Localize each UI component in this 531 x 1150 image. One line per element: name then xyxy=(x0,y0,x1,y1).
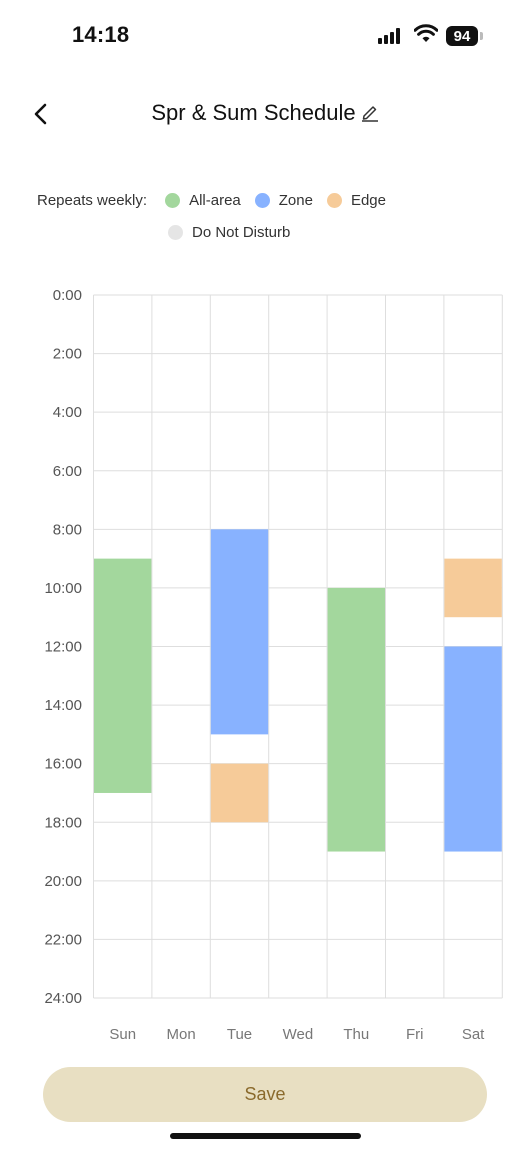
wifi-icon xyxy=(414,24,438,42)
y-tick-label: 4:00 xyxy=(53,404,82,421)
legend-dot-zone xyxy=(254,193,270,208)
title-wrap: Spr & Sum Schedule xyxy=(0,100,531,126)
y-tick-label: 18:00 xyxy=(44,814,82,831)
y-tick-label: 24:00 xyxy=(44,990,82,1007)
status-bar: 14:18 94 xyxy=(0,0,531,72)
y-tick-label: 12:00 xyxy=(44,639,82,656)
nav-header: Spr & Sum Schedule xyxy=(0,90,531,138)
legend-row-2: Do Not Disturb xyxy=(168,224,304,241)
x-tick-label: Thu xyxy=(343,1026,369,1043)
schedule-block-edge[interactable] xyxy=(444,558,502,618)
legend-label-zone: Zone xyxy=(278,192,313,209)
home-indicator xyxy=(170,1133,361,1139)
signal-icon xyxy=(378,28,404,44)
y-tick-label: 10:00 xyxy=(44,580,82,597)
legend-dot-all-area xyxy=(165,193,181,208)
y-tick-label: 6:00 xyxy=(53,463,82,480)
x-tick-label: Wed xyxy=(283,1026,314,1043)
y-tick-label: 20:00 xyxy=(44,873,82,890)
legend-dot-do-not-disturb xyxy=(168,225,183,240)
save-button[interactable]: Save xyxy=(43,1067,487,1122)
legend-label-do-not-disturb: Do Not Disturb xyxy=(192,224,291,241)
page-title: Spr & Sum Schedule xyxy=(151,100,356,125)
legend-dot-edge xyxy=(326,193,342,208)
legend-row-1: Repeats weekly: All-area Zone Edge xyxy=(37,192,400,209)
schedule-block-zone[interactable] xyxy=(444,646,502,852)
save-button-label: Save xyxy=(244,1084,286,1104)
battery-icon: 94 xyxy=(446,26,478,46)
legend-label-all-area: All-area xyxy=(189,192,241,209)
status-time: 14:18 xyxy=(72,22,130,47)
x-tick-label: Mon xyxy=(167,1026,196,1043)
y-tick-label: 8:00 xyxy=(53,521,82,538)
legend-caption: Repeats weekly: xyxy=(37,192,148,209)
x-tick-label: Fri xyxy=(406,1026,424,1043)
schedule-block-all-area[interactable] xyxy=(94,558,152,793)
y-tick-label: 14:00 xyxy=(44,697,82,714)
x-tick-label: Tue xyxy=(227,1026,252,1043)
legend-label-edge: Edge xyxy=(350,192,386,209)
y-tick-label: 16:00 xyxy=(44,756,82,773)
y-tick-label: 0:00 xyxy=(53,287,82,304)
schedule-block-all-area[interactable] xyxy=(327,587,385,852)
back-button[interactable] xyxy=(28,100,56,128)
schedule-chart: 0:00 2:00 4:00 6:00 8:00 10:00 12:00 14:00 16:00… xyxy=(44,287,503,1043)
pencil-icon[interactable] xyxy=(360,102,380,122)
y-tick-label: 22:00 xyxy=(44,931,82,948)
x-tick-label: Sat xyxy=(462,1026,485,1043)
battery-level: 94 xyxy=(453,27,471,45)
x-tick-label: Sun xyxy=(109,1026,136,1043)
schedule-block-edge[interactable] xyxy=(210,763,269,823)
y-tick-label: 2:00 xyxy=(53,346,82,363)
schedule-block-zone[interactable] xyxy=(210,529,269,735)
battery-nub xyxy=(480,32,483,40)
